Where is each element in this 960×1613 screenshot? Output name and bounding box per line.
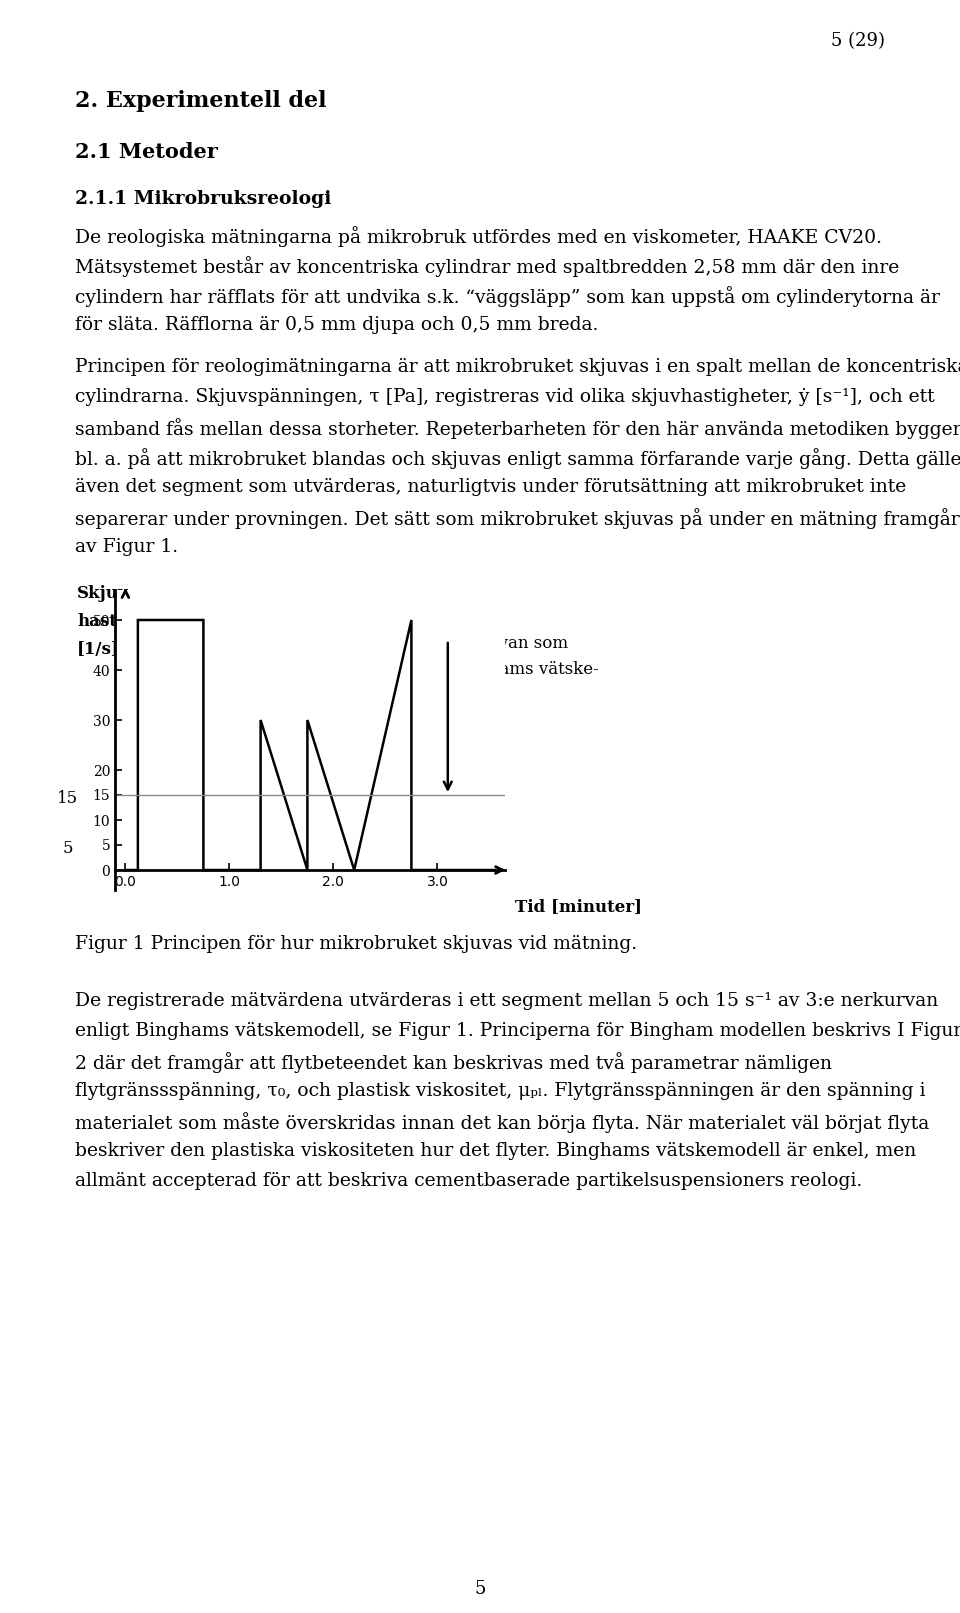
Text: Principen för reologimätningarna är att mikrobruket skjuvas i en spalt mellan de: Principen för reologimätningarna är att … xyxy=(75,358,960,376)
Text: cylindrarna. Skjuvspänningen, τ [Pa], registreras vid olika skjuvhastigheter, ẏ : cylindrarna. Skjuvspänningen, τ [Pa], re… xyxy=(75,389,935,406)
Text: 2 där det framgår att flytbeteendet kan beskrivas med två parametrar nämligen: 2 där det framgår att flytbeteendet kan … xyxy=(75,1052,832,1073)
Text: 2. Experimentell del: 2. Experimentell del xyxy=(75,90,326,111)
Text: allmänt accepterad för att beskriva cementbaserade partikelsuspensioners reologi: allmänt accepterad för att beskriva ceme… xyxy=(75,1173,862,1190)
Text: av Figur 1.: av Figur 1. xyxy=(75,539,179,556)
Text: Figur 1 Principen för hur mikrobruket skjuvas vid mätning.: Figur 1 Principen för hur mikrobruket sk… xyxy=(75,936,637,953)
Text: även det segment som utvärderas, naturligtvis under förutsättning att mikrobruke: även det segment som utvärderas, naturli… xyxy=(75,477,906,497)
Text: [1/s]: [1/s] xyxy=(77,640,120,658)
Text: Mätsystemet består av koncentriska cylindrar med spaltbredden 2,58 mm där den in: Mätsystemet består av koncentriska cylin… xyxy=(75,256,900,277)
Text: Segment av 3:e ner-kurvan som: Segment av 3:e ner-kurvan som xyxy=(300,636,568,652)
Text: bl. a. på att mikrobruket blandas och skjuvas enligt samma förfarande varje gång: bl. a. på att mikrobruket blandas och sk… xyxy=(75,448,960,469)
Text: för släta. Räfflorna är 0,5 mm djupa och 0,5 mm breda.: för släta. Räfflorna är 0,5 mm djupa och… xyxy=(75,316,598,334)
Text: enligt Binghams vätskemodell, se Figur 1. Principerna för Bingham modellen beskr: enligt Binghams vätskemodell, se Figur 1… xyxy=(75,1023,960,1040)
Text: utvärderas enligt Binghams vätske-: utvärderas enligt Binghams vätske- xyxy=(300,661,599,677)
Text: beskriver den plastiska viskositeten hur det flyter. Binghams vätskemodell är en: beskriver den plastiska viskositeten hur… xyxy=(75,1142,916,1160)
Text: flytgränssspänning, τ₀, och plastisk viskositet, μₚₗ. Flytgränsspänningen är den: flytgränssspänning, τ₀, och plastisk vis… xyxy=(75,1082,925,1100)
Text: 2.1.1 Mikrobruksreologi: 2.1.1 Mikrobruksreologi xyxy=(75,190,331,208)
Text: Skjuv-: Skjuv- xyxy=(77,586,135,602)
Text: modell: modell xyxy=(300,687,357,703)
Text: 5 (29): 5 (29) xyxy=(831,32,885,50)
Text: 15: 15 xyxy=(57,790,78,806)
Text: separerar under provningen. Det sätt som mikrobruket skjuvas på under en mätning: separerar under provningen. Det sätt som… xyxy=(75,508,960,529)
Text: 2.1 Metoder: 2.1 Metoder xyxy=(75,142,218,161)
Text: cylindern har räfflats för att undvika s.k. “väggsläpp” som kan uppstå om cylind: cylindern har räfflats för att undvika s… xyxy=(75,286,940,306)
Text: De reologiska mätningarna på mikrobruk utfördes med en viskometer, HAAKE CV20.: De reologiska mätningarna på mikrobruk u… xyxy=(75,226,882,247)
Text: De registrerade mätvärdena utvärderas i ett segment mellan 5 och 15 s⁻¹ av 3:e n: De registrerade mätvärdena utvärderas i … xyxy=(75,992,938,1010)
Text: materialet som måste överskridas innan det kan börja flyta. När materialet väl b: materialet som måste överskridas innan d… xyxy=(75,1111,929,1132)
Text: hastighet: hastighet xyxy=(77,613,165,631)
Text: samband fås mellan dessa storheter. Repeterbarheten för den här använda metodike: samband fås mellan dessa storheter. Repe… xyxy=(75,418,960,439)
Text: Tid [minuter]: Tid [minuter] xyxy=(515,898,642,915)
Text: 5: 5 xyxy=(474,1581,486,1598)
Text: 5: 5 xyxy=(63,840,74,857)
